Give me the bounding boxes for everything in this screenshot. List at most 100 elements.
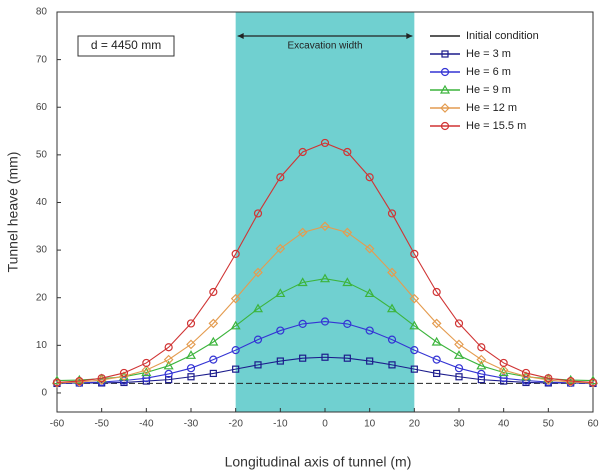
marker: [231, 249, 240, 259]
marker: [232, 365, 240, 373]
marker: [343, 147, 352, 157]
x-tick-label: 10: [364, 419, 376, 430]
marker: [187, 373, 195, 381]
marker: [230, 320, 241, 330]
marker: [298, 319, 307, 329]
marker: [433, 369, 441, 378]
y-tick-label: 80: [36, 7, 48, 18]
y-tick-label: 40: [36, 197, 48, 208]
marker: [387, 335, 397, 344]
marker: [588, 378, 598, 388]
marker: [52, 378, 62, 388]
marker: [320, 221, 330, 232]
marker: [544, 374, 553, 383]
legend-label: He = 3 m: [466, 48, 511, 60]
marker: [186, 319, 196, 328]
marker: [342, 227, 353, 238]
marker: [297, 227, 308, 238]
marker: [388, 361, 396, 369]
marker: [252, 303, 264, 313]
legend-label: Initial condition: [466, 30, 539, 42]
marker: [343, 319, 352, 329]
x-tick-label: -20: [228, 419, 243, 430]
series-line: [56, 356, 594, 384]
x-tick-label: 40: [498, 419, 510, 430]
marker: [142, 358, 151, 368]
marker: [343, 354, 351, 362]
marker: [164, 343, 173, 352]
marker: [209, 287, 218, 297]
marker: [276, 173, 285, 182]
marker: [365, 326, 374, 335]
series-line: [56, 225, 594, 384]
marker: [441, 50, 449, 58]
marker: [521, 368, 531, 378]
marker: [431, 336, 442, 346]
y-tick-label: 50: [36, 149, 48, 160]
marker: [439, 84, 451, 94]
marker: [454, 339, 464, 350]
marker: [165, 376, 173, 384]
annotation: d = 4450 mm: [91, 38, 161, 52]
marker: [276, 326, 285, 335]
marker: [163, 360, 174, 370]
marker: [299, 354, 307, 362]
y-axis-label: Tunnel heave (mm): [5, 152, 21, 273]
marker: [253, 335, 263, 344]
marker: [163, 354, 174, 365]
y-tick-label: 10: [36, 340, 48, 351]
marker: [231, 345, 240, 355]
marker: [185, 350, 197, 359]
marker: [186, 364, 196, 373]
marker: [409, 320, 420, 330]
marker: [319, 273, 331, 283]
excavation-label: Excavation width: [287, 41, 362, 52]
marker: [75, 376, 84, 386]
marker: [209, 369, 217, 378]
marker: [320, 138, 330, 148]
legend-label: He = 6 m: [466, 66, 511, 78]
marker: [119, 368, 129, 378]
marker: [477, 369, 486, 379]
x-tick-label: 50: [543, 419, 555, 430]
marker: [453, 350, 465, 359]
marker: [276, 357, 284, 365]
series-line: [57, 320, 593, 384]
y-tick-label: 30: [36, 245, 48, 256]
marker: [141, 365, 152, 375]
x-tick-label: 20: [409, 419, 421, 430]
legend-label: He = 15.5 m: [466, 120, 526, 132]
marker: [410, 365, 418, 373]
x-tick-label: -60: [50, 419, 65, 430]
legend-label: He = 12 m: [466, 102, 517, 114]
y-tick-label: 70: [36, 54, 48, 65]
marker: [454, 319, 464, 328]
x-tick-label: 30: [453, 419, 465, 430]
x-tick-label: -50: [94, 419, 109, 430]
marker: [409, 293, 420, 304]
marker: [432, 287, 441, 297]
marker: [387, 209, 397, 218]
marker: [440, 67, 450, 77]
marker: [298, 147, 307, 157]
marker: [253, 267, 263, 278]
marker: [566, 376, 575, 386]
marker: [164, 369, 173, 379]
marker: [432, 355, 441, 364]
marker: [454, 364, 464, 373]
marker: [477, 343, 486, 352]
marker: [588, 378, 598, 387]
marker: [321, 353, 329, 361]
marker: [297, 277, 308, 287]
marker: [387, 267, 397, 278]
x-tick-label: -10: [273, 419, 288, 430]
x-tick-label: -30: [184, 419, 199, 430]
marker: [230, 293, 241, 304]
x-tick-label: 0: [322, 419, 328, 430]
x-axis-label: Longitudinal axis of tunnel (m): [225, 454, 412, 470]
marker: [275, 288, 286, 298]
marker: [209, 355, 218, 364]
marker: [208, 336, 219, 346]
marker: [364, 243, 375, 254]
